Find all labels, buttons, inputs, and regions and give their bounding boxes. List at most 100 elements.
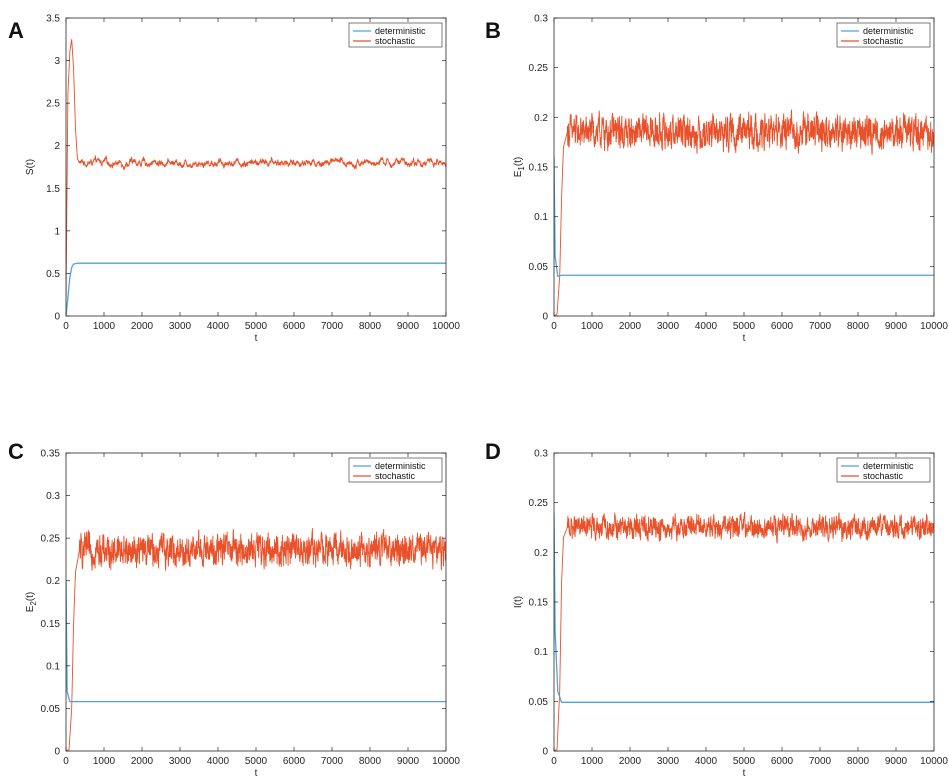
y-axis-label-subscript: 2 — [29, 601, 38, 606]
legend-box — [836, 22, 931, 48]
y-tick-label: 0.1 — [534, 647, 548, 658]
x-tick-label: 4000 — [207, 756, 230, 767]
series-line-stochastic — [554, 511, 934, 751]
legend-box — [348, 457, 443, 483]
panel-c: C 0 1000 2000 3000 4000 5000 6000 7000 8000 9000 10… — [8, 439, 460, 778]
y-tick-label: 0.05 — [529, 697, 549, 708]
y-axis-label-base: E — [25, 605, 36, 612]
x-tick-label: 1000 — [581, 321, 604, 332]
x-tick-label: 10000 — [432, 756, 460, 767]
x-tick-label: 4000 — [695, 321, 718, 332]
x-tick-label: 8000 — [847, 321, 870, 332]
x-tick-label: 2000 — [131, 321, 154, 332]
x-tick-label: 7000 — [321, 321, 344, 332]
x-tick-label: 0 — [551, 321, 557, 332]
legend-label-deterministic: deterministic — [863, 461, 914, 471]
y-axis-label: S(t) — [25, 159, 36, 175]
y-tick-label: 0.15 — [529, 163, 549, 174]
x-tick-label: 5000 — [733, 756, 756, 767]
series-line-stochastic — [554, 109, 934, 316]
panel-letter: A — [8, 18, 24, 43]
y-tick-label: 0.3 — [534, 14, 548, 25]
x-tick-label: 6000 — [771, 756, 794, 767]
x-tick-label: 4000 — [207, 321, 230, 332]
x-tick-label: 3000 — [169, 756, 192, 767]
panel-letter: B — [485, 18, 501, 43]
x-tick-label: 1000 — [93, 756, 116, 767]
y-axis-label-base: E — [513, 170, 524, 177]
y-axis-label-tail: (t) — [513, 157, 524, 166]
y-tick-label: 0.3 — [46, 491, 60, 502]
x-tick-label: 1000 — [93, 321, 116, 332]
x-tick-label: 8000 — [847, 756, 870, 767]
y-tick-label: 0 — [542, 747, 548, 758]
y-tick-label: 0.2 — [534, 548, 548, 559]
legend-box — [348, 22, 443, 48]
y-tick-label: 0.1 — [46, 661, 60, 672]
x-axis-label: t — [743, 333, 746, 344]
legend-box — [836, 457, 931, 483]
x-axis-label: t — [255, 333, 258, 344]
panel-letter: C — [8, 439, 24, 464]
legend-label-stochastic: stochastic — [375, 36, 416, 46]
series-line-deterministic — [554, 157, 934, 278]
y-tick-label: 0.15 — [41, 619, 61, 630]
y-axis-label-base: S(t) — [25, 159, 36, 175]
y-tick-label: 0 — [54, 312, 60, 323]
y-tick-label: 2.5 — [46, 99, 60, 110]
x-tick-label: 6000 — [771, 321, 794, 332]
y-axis-label: E2(t) — [25, 592, 38, 613]
y-tick-label: 0.25 — [41, 534, 61, 545]
x-tick-label: 7000 — [809, 756, 832, 767]
x-tick-label: 2000 — [619, 321, 642, 332]
x-tick-label: 0 — [63, 756, 69, 767]
y-axis-label: I(t) — [513, 596, 524, 608]
x-tick-label: 5000 — [733, 321, 756, 332]
y-tick-label: 0.5 — [46, 269, 60, 280]
y-tick-label: 0 — [54, 747, 60, 758]
y-tick-label: 0 — [542, 312, 548, 323]
x-tick-label: 7000 — [809, 321, 832, 332]
y-tick-label: 2 — [54, 141, 60, 152]
y-tick-label: 3 — [54, 56, 60, 67]
x-tick-label: 3000 — [169, 321, 192, 332]
y-axis-label: E1(t) — [513, 157, 526, 178]
y-tick-label: 0.2 — [46, 576, 60, 587]
x-tick-label: 7000 — [321, 756, 344, 767]
x-tick-label: 8000 — [359, 321, 382, 332]
panel-letter: D — [485, 439, 501, 464]
x-tick-label: 3000 — [657, 756, 680, 767]
legend-label-deterministic: deterministic — [375, 461, 426, 471]
x-tick-label: 2000 — [619, 756, 642, 767]
y-tick-label: 0.05 — [529, 262, 549, 273]
legend-label-deterministic: deterministic — [863, 26, 914, 36]
axes-box — [65, 452, 447, 752]
x-tick-label: 9000 — [885, 321, 908, 332]
x-tick-label: 9000 — [397, 756, 420, 767]
panel-b: B0 1000 2000 3000 4000 5000 6000 7000 8000 9000 10… — [485, 14, 948, 345]
y-tick-label: 0.15 — [529, 598, 549, 609]
x-tick-label: 8000 — [359, 756, 382, 767]
x-tick-label: 4000 — [695, 756, 718, 767]
x-tick-label: 10000 — [920, 756, 948, 767]
series-line-deterministic — [66, 580, 446, 703]
y-tick-label: 0.35 — [41, 449, 61, 460]
x-tick-label: 10000 — [432, 321, 460, 332]
x-axis-label: t — [743, 768, 746, 778]
x-tick-label: 6000 — [283, 756, 306, 767]
y-tick-label: 0.05 — [41, 704, 61, 715]
y-axis-label-base: I(t) — [513, 596, 524, 608]
x-tick-label: 5000 — [245, 756, 268, 767]
series-line-deterministic — [66, 262, 446, 316]
panel-d: D 0 1000 2000 3000 4000 5000 6000 7000 8000 9000 10… — [485, 439, 948, 778]
axes-box — [553, 17, 935, 317]
y-tick-label: 3.5 — [46, 14, 60, 25]
x-tick-label: 9000 — [885, 756, 908, 767]
y-axis-label-subscript: 1 — [517, 166, 526, 171]
y-axis-label-tail: (t) — [25, 592, 36, 601]
y-tick-label: 0.2 — [534, 113, 548, 124]
y-tick-label: 1 — [54, 226, 60, 237]
series-line-stochastic — [66, 528, 446, 751]
legend-label-stochastic: stochastic — [863, 36, 904, 46]
